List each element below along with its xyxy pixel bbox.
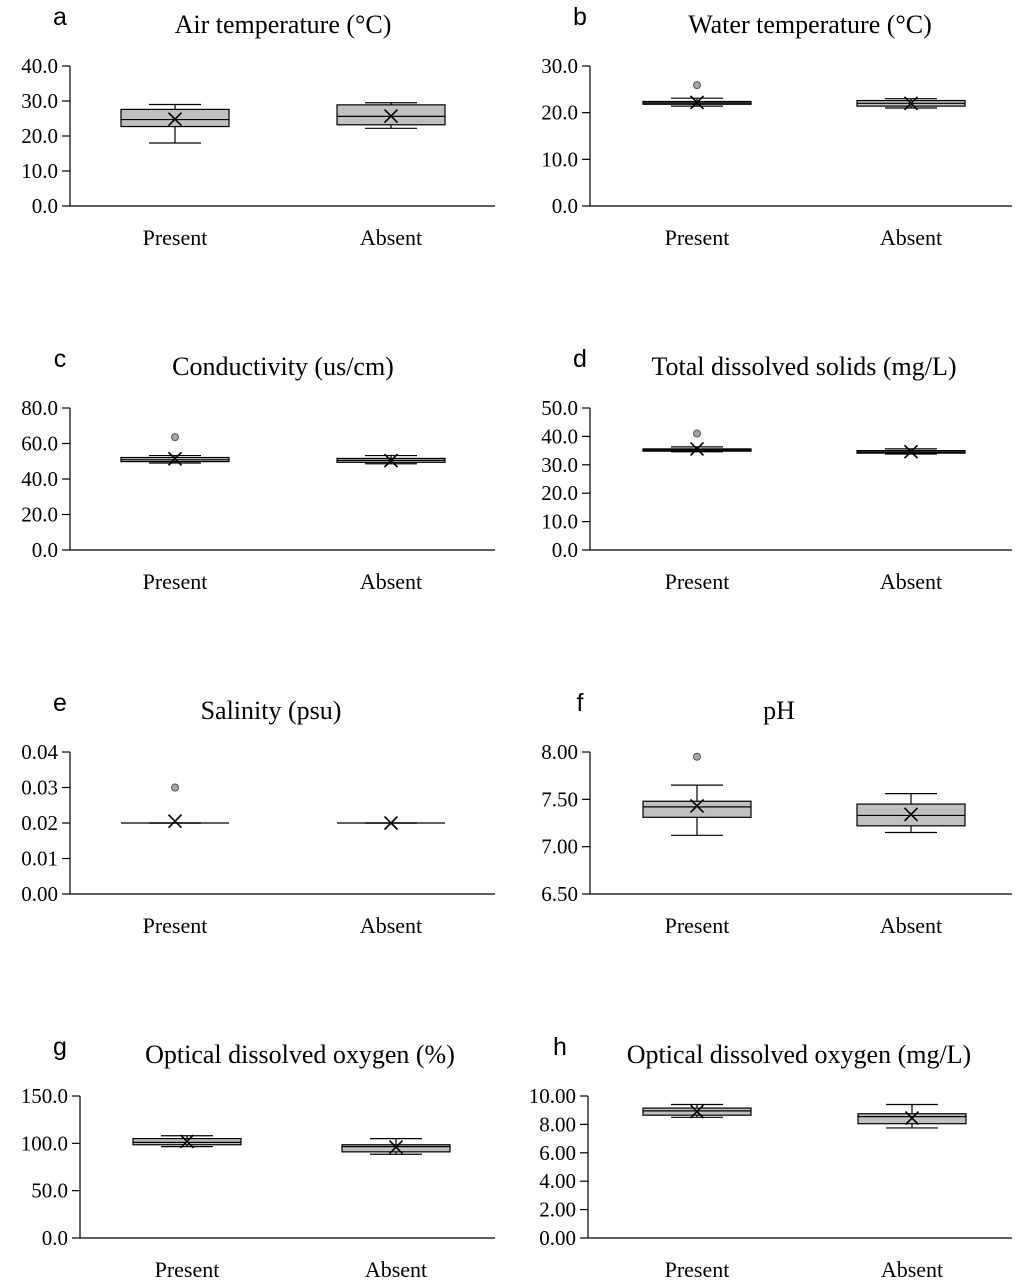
panel-d-ytick-label: 0.0 (552, 538, 578, 562)
panel-e-present-mean-marker (167, 814, 183, 829)
panel-e-category-label: Present (143, 913, 208, 938)
panel-b-ytick-label: 10.0 (541, 147, 578, 171)
panel-e-letter: e (53, 689, 67, 717)
panel-c-ytick-label: 20.0 (21, 503, 58, 527)
panel-g-ytick-label: 0.0 (42, 1226, 68, 1250)
panel-f-letter: f (577, 689, 584, 717)
panel-c-present-outlier (171, 433, 179, 442)
panel-d-absent-mean-marker (903, 444, 919, 459)
panel-f-present-outlier (693, 752, 701, 761)
panel-c-ytick-label: 80.0 (21, 396, 58, 420)
panel-e-ytick-label: 0.00 (21, 882, 58, 906)
panel-h-absent-mean-marker (904, 1110, 920, 1126)
panel-d-ytick-label: 50.0 (541, 396, 578, 420)
panel-d-ytick-label: 20.0 (541, 481, 578, 505)
panel-c-category-label: Present (143, 569, 208, 594)
panel-h-category-label: Absent (881, 1257, 943, 1282)
panel-g-ytick-label: 50.0 (31, 1179, 68, 1203)
panel-h-title: Optical dissolved oxygen (mg/L) (627, 1040, 971, 1069)
panel-b-ytick-label: 20.0 (541, 101, 578, 125)
panel-h-ytick-label: 4.00 (539, 1169, 576, 1193)
panel-d-present-mean-marker (689, 441, 705, 456)
panel-a-absent-box (336, 104, 446, 126)
panel-h-present-mean-marker (689, 1104, 705, 1119)
panel-g-letter: g (53, 1033, 67, 1061)
panel-a-ytick-label: 30.0 (21, 89, 58, 113)
panel-c-absent-mean-marker (383, 453, 399, 468)
panel-c-letter: c (54, 345, 67, 373)
panel-e-ytick-label: 0.04 (21, 740, 58, 764)
panel-f-category-label: Present (665, 913, 730, 938)
panel-f-category-label: Absent (880, 913, 942, 938)
panel-b-absent-mean-marker (903, 96, 919, 111)
panel-b-title: Water temperature (°C) (688, 10, 932, 39)
panel-h-ytick-label: 2.00 (539, 1198, 576, 1222)
panel-b-present-mean-marker (689, 95, 705, 110)
panel-e-present-outlier (171, 783, 179, 792)
panel-g-absent-box (341, 1144, 451, 1153)
panel-c-ytick-label: 0.0 (32, 538, 58, 562)
panel-f-absent-mean-marker (903, 807, 919, 822)
panel-a-letter: a (53, 3, 67, 31)
panel-f-present-box (642, 800, 752, 818)
panel-a-ytick-label: 0.0 (32, 194, 58, 218)
panel-g-title: Optical dissolved oxygen (%) (145, 1040, 455, 1069)
panel-a-ytick-label: 40.0 (21, 54, 58, 78)
panel-a-title: Air temperature (°C) (175, 10, 392, 39)
panel-h-category-label: Present (665, 1257, 730, 1282)
panel-a-ytick-label: 20.0 (21, 124, 58, 148)
panel-f-title: pH (763, 696, 795, 725)
panel-e-ytick-label: 0.03 (21, 776, 58, 800)
panel-a-absent-mean-marker (383, 108, 399, 124)
panel-f-ytick-label: 7.50 (541, 787, 578, 811)
panel-b-category-label: Present (665, 225, 730, 250)
panel-e-title: Salinity (psu) (201, 696, 342, 725)
panel-f-ytick-label: 8.00 (541, 740, 578, 764)
panel-a-category-label: Present (143, 225, 208, 250)
panel-h-ytick-label: 8.00 (539, 1112, 576, 1136)
panel-e-category-label: Absent (360, 913, 422, 938)
panel-c-category-label: Absent (360, 569, 422, 594)
panel-f-ytick-label: 6.50 (541, 882, 578, 906)
panel-d-category-label: Absent (880, 569, 942, 594)
panel-d-ytick-label: 10.0 (541, 510, 578, 534)
panel-c-ytick-label: 60.0 (21, 432, 58, 456)
panel-g-present-mean-marker (179, 1134, 195, 1149)
panel-c-present-mean-marker (167, 451, 183, 466)
panel-b-present-outlier (693, 81, 701, 90)
panel-a-present-box (120, 108, 230, 128)
panel-e-ytick-label: 0.01 (21, 847, 58, 871)
panel-b-category-label: Absent (880, 225, 942, 250)
panel-g-category-label: Absent (365, 1257, 427, 1282)
panel-a-ytick-label: 10.0 (21, 159, 58, 183)
panel-a-category-label: Absent (360, 225, 422, 250)
panel-c-title: Conductivity (us/cm) (172, 352, 394, 381)
panel-a-present-mean-marker (167, 112, 183, 127)
panel-d-present-outlier (693, 429, 701, 438)
panel-c-ytick-label: 40.0 (21, 467, 58, 491)
panel-g-ytick-label: 150.0 (21, 1084, 68, 1108)
panel-e-ytick-label: 0.02 (21, 811, 58, 835)
panel-g-absent-mean-marker (388, 1140, 404, 1155)
panel-h-ytick-label: 10.00 (529, 1084, 576, 1108)
panel-d-ytick-label: 40.0 (541, 424, 578, 448)
panel-h-ytick-label: 6.00 (539, 1141, 576, 1165)
panel-g-category-label: Present (155, 1257, 220, 1282)
panel-e-absent-mean-marker (383, 815, 399, 831)
panel-g-ytick-label: 100.0 (21, 1131, 68, 1155)
panel-f-present-mean-marker (689, 798, 705, 814)
panel-d-category-label: Present (665, 569, 730, 594)
panel-d-ytick-label: 30.0 (541, 453, 578, 477)
panel-f-ytick-label: 7.00 (541, 835, 578, 859)
panel-b-letter: b (573, 3, 587, 31)
panel-d-letter: d (573, 345, 587, 373)
panel-d-title: Total dissolved solids (mg/L) (651, 352, 956, 381)
panel-b-ytick-label: 30.0 (541, 54, 578, 78)
panel-h-ytick-label: 0.00 (539, 1226, 576, 1250)
panel-b-ytick-label: 0.0 (552, 194, 578, 218)
panel-h-letter: h (553, 1033, 567, 1061)
